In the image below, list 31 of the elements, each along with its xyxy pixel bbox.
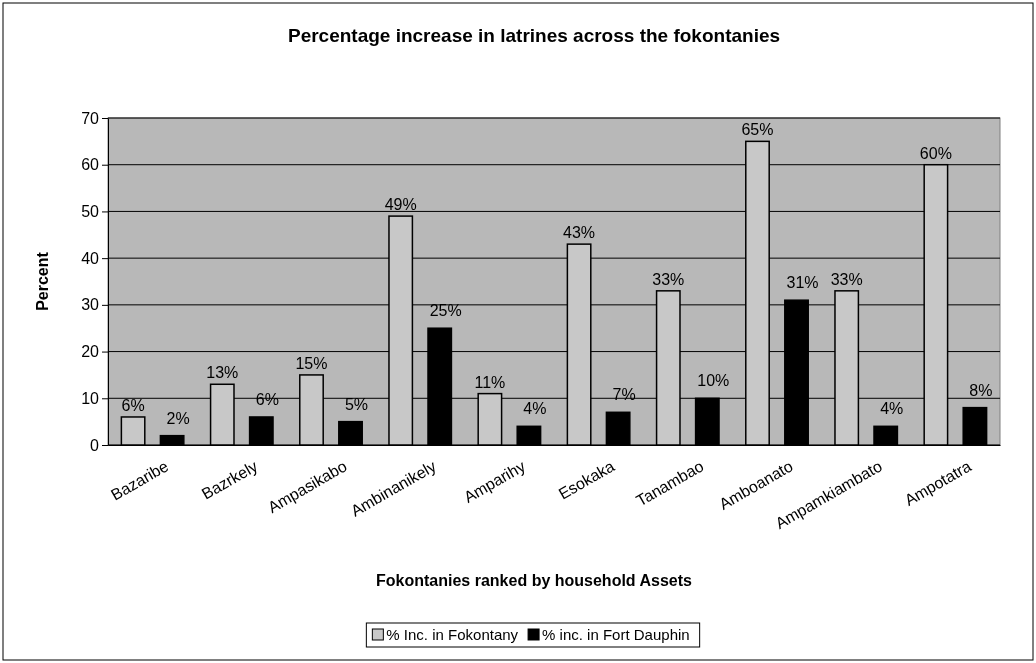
legend-label: % inc. in Fort Dauphin [542,626,690,643]
y-tick-label: 10 [81,389,100,407]
data-label: 5% [344,395,369,413]
data-label: 11% [474,373,506,391]
y-axis-title: Percent [34,251,51,311]
data-label: 8% [969,381,993,399]
data-label: 33% [830,270,863,288]
data-label: 49% [384,196,417,214]
y-tick-label: 60 [81,156,100,174]
data-label: 4% [880,400,904,418]
x-axis-title: Fokontanies ranked by household Assets [376,572,693,589]
y-tick-label: 70 [81,109,100,127]
data-label: 31% [786,274,819,292]
y-tick-label: 20 [81,343,100,361]
data-label: 65% [741,121,774,139]
legend-label: % Inc. in Fokontany [386,626,519,643]
data-label: 25% [429,302,462,320]
data-label: 4% [523,400,547,418]
data-label: 6% [121,396,145,414]
y-tick-label: 40 [81,249,100,267]
y-tick-label: 30 [81,296,100,314]
data-label: 2% [166,409,190,427]
data-label: 13% [206,364,239,382]
chart-title: Percentage increase in latrines across the fokontanies [287,25,781,46]
data-label: 60% [919,144,952,162]
data-label: 10% [697,372,730,390]
y-tick-label: 0 [90,436,100,454]
y-tick-label: 50 [81,203,100,221]
data-label: 15% [295,354,328,372]
data-label: 43% [563,224,596,242]
data-label: 33% [652,270,685,288]
